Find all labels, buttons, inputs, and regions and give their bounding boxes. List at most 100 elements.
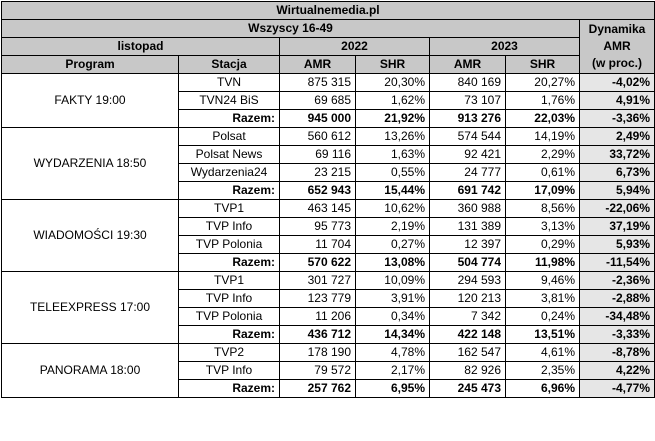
amr-2023-cell: 245 473 — [429, 379, 506, 398]
table-row: TELEEXPRESS 17:00 TVP1 301 727 10,09% 294 59… — [1, 271, 655, 344]
amr-2022-cell: 79 572 — [279, 361, 356, 380]
table-total-row: Razem: 436 712 14,34% 422 148 13,51% -3,33% — [2, 325, 655, 344]
shr-2023-cell: 13,51% — [505, 325, 580, 344]
shr-2023-cell: 11,98% — [505, 253, 580, 272]
amr-2022-cell: 560 612 — [279, 127, 356, 146]
program-column-header: Program — [1, 55, 179, 74]
shr-2023-cell: 3,13% — [505, 217, 580, 236]
station-cell: Polsat — [178, 127, 280, 146]
station-cell: Polsat News — [178, 145, 280, 164]
shr-2022-cell: 2,17% — [355, 361, 430, 380]
dynamika-cell: -4,77% — [578, 379, 655, 398]
station-cell: TVP Info — [178, 217, 280, 236]
table-row: TVP Info 123 779 3,91% 120 213 3,81% -2,88% — [2, 289, 655, 308]
shr-2023-column-header: SHR — [505, 55, 580, 74]
table-row: PANORAMA 18:00 TVP2 178 190 4,78% 162 547 4,6… — [1, 343, 655, 398]
dynamika-cell: 5,93% — [578, 235, 655, 254]
amr-2023-cell: 7 342 — [429, 307, 506, 326]
shr-2022-cell: 1,62% — [355, 91, 430, 110]
dynamika-cell: -2,88% — [578, 289, 655, 308]
shr-2022-column-header: SHR — [355, 55, 430, 74]
shr-2022-cell: 10,09% — [355, 271, 430, 290]
shr-2023-cell: 2,29% — [505, 145, 580, 164]
amr-2022-cell: 945 000 — [279, 109, 356, 128]
year-2022-header: 2022 — [279, 37, 430, 56]
shr-2022-cell: 0,55% — [355, 163, 430, 182]
shr-2023-cell: 0,24% — [505, 307, 580, 326]
shr-2022-cell: 4,78% — [355, 343, 430, 362]
year-2023-header: 2023 — [429, 37, 580, 56]
amr-2023-cell: 12 397 — [429, 235, 506, 254]
shr-2022-cell: 1,63% — [355, 145, 430, 164]
program-name-cell: TELEEXPRESS 17:00 — [1, 271, 179, 344]
amr-2022-cell: 69 685 — [279, 91, 356, 110]
station-column-header: Stacja — [178, 55, 280, 74]
amr-2022-cell: 11 704 — [279, 235, 356, 254]
shr-2022-cell: 20,30% — [355, 73, 430, 92]
table-row: TVP Polonia 11 206 0,34% 7 342 0,24% -34,48% — [2, 307, 655, 326]
shr-2022-cell: 10,62% — [355, 199, 430, 218]
shr-2022-cell: 13,26% — [355, 127, 430, 146]
program-name-cell: WYDARZENIA 18:50 — [1, 127, 179, 200]
station-cell: TVP Polonia — [178, 307, 280, 326]
amr-2023-cell: 691 742 — [429, 181, 506, 200]
shr-2022-cell: 2,19% — [355, 217, 430, 236]
station-cell: TVN24 BiS — [178, 91, 280, 110]
amr-2023-cell: 24 777 — [429, 163, 506, 182]
station-cell: Razem: — [178, 325, 280, 344]
table-row: TVP Info 95 773 2,19% 131 389 3,13% 37,19% — [2, 217, 655, 236]
dynamika-cell: 6,73% — [578, 163, 655, 182]
shr-2022-cell: 15,44% — [355, 181, 430, 200]
dynamika-header-line2: AMR — [603, 39, 631, 53]
amr-2023-cell: 360 988 — [429, 199, 506, 218]
table-title: Wirtualnemedia.pl — [0, 1, 655, 20]
shr-2022-cell: 21,92% — [355, 109, 430, 128]
station-cell: TVP1 — [178, 199, 280, 218]
table-total-row: Razem: 257 762 6,95% 245 473 6,96% -4,77% — [2, 379, 655, 398]
amr-2022-cell: 463 145 — [279, 199, 356, 218]
shr-2023-cell: 17,09% — [505, 181, 580, 200]
amr-2023-cell: 913 276 — [429, 109, 506, 128]
ratings-table: Wirtualnemedia.pl Wszyscy 16-49 Dynamika… — [0, 1, 655, 398]
amr-2023-column-header: AMR — [429, 55, 506, 74]
station-cell: TVP Info — [178, 289, 280, 308]
table-row: FAKTY 19:00 TVN 875 315 20,30% 840 169 20,27%… — [1, 73, 655, 128]
shr-2023-cell: 14,19% — [505, 127, 580, 146]
dynamika-cell: 4,22% — [578, 361, 655, 380]
dynamika-header-line1: Dynamika — [588, 22, 646, 36]
amr-2022-cell: 23 215 — [279, 163, 356, 182]
shr-2023-cell: 9,46% — [505, 271, 580, 290]
shr-2023-cell: 3,81% — [505, 289, 580, 308]
amr-2023-cell: 162 547 — [429, 343, 506, 362]
amr-2022-cell: 570 622 — [279, 253, 356, 272]
shr-2022-cell: 0,27% — [355, 235, 430, 254]
shr-2023-cell: 0,61% — [505, 163, 580, 182]
dynamika-cell: 37,19% — [578, 217, 655, 236]
dynamika-cell: 33,72% — [578, 145, 655, 164]
amr-2022-cell: 123 779 — [279, 289, 356, 308]
shr-2023-cell: 1,76% — [505, 91, 580, 110]
station-cell: Razem: — [178, 109, 280, 128]
dynamika-cell: -34,48% — [578, 307, 655, 326]
shr-2022-cell: 14,34% — [355, 325, 430, 344]
table-row: TVN24 BiS 69 685 1,62% 73 107 1,76% 4,91% — [2, 91, 655, 110]
amr-2022-cell: 69 116 — [279, 145, 356, 164]
table-row: WYDARZENIA 18:50 Polsat 560 612 13,26% 574 5… — [1, 127, 655, 200]
amr-2022-cell: 652 943 — [279, 181, 356, 200]
station-cell: Razem: — [178, 379, 280, 398]
dynamika-cell: -4,02% — [578, 73, 655, 92]
amr-2023-cell: 422 148 — [429, 325, 506, 344]
dynamika-header-line3: (w proc.) — [592, 56, 643, 70]
station-cell: Razem: — [178, 181, 280, 200]
shr-2023-cell: 2,35% — [505, 361, 580, 380]
dynamika-cell: -22,06% — [578, 199, 655, 218]
dynamika-cell: 2,49% — [578, 127, 655, 146]
amr-2022-cell: 257 762 — [279, 379, 356, 398]
dynamika-cell: -8,78% — [578, 343, 655, 362]
shr-2023-cell: 4,61% — [505, 343, 580, 362]
shr-2023-cell: 6,96% — [505, 379, 580, 398]
period-header: listopad — [1, 37, 280, 56]
dynamika-cell: -2,36% — [578, 271, 655, 290]
amr-2023-cell: 120 213 — [429, 289, 506, 308]
program-name-cell: WIADOMOŚCI 19:30 — [1, 199, 179, 272]
